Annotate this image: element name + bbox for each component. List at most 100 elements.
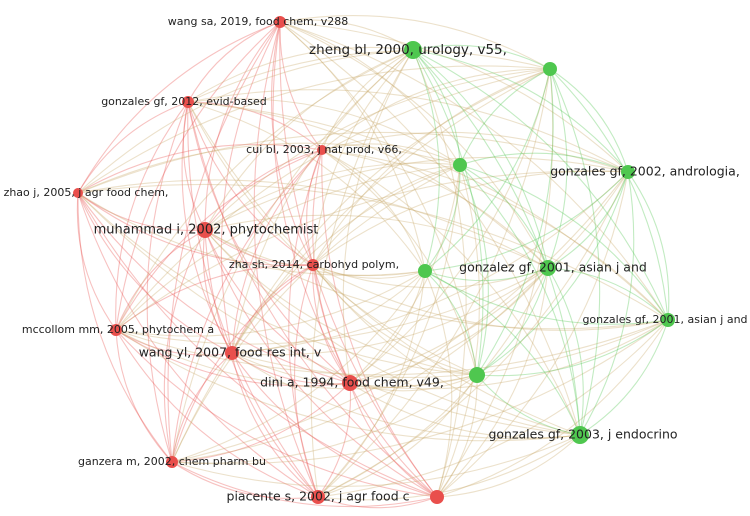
link [204, 21, 281, 231]
link [279, 21, 323, 151]
link [231, 164, 461, 354]
link [342, 49, 414, 384]
labels: wang sa, 2019, food chem, v288 gonzales g… [4, 15, 748, 504]
link [115, 49, 414, 331]
link [77, 101, 189, 194]
link [187, 98, 461, 166]
link [187, 21, 281, 103]
link [115, 319, 669, 376]
link [77, 192, 351, 384]
link [279, 21, 426, 272]
link [321, 149, 669, 321]
link [231, 319, 669, 378]
link [231, 149, 323, 354]
link [231, 264, 314, 354]
link [436, 171, 629, 498]
link [204, 229, 438, 498]
link [77, 183, 669, 321]
link [317, 171, 629, 498]
link [204, 156, 629, 231]
link [171, 382, 351, 463]
link [187, 101, 438, 498]
link [412, 49, 467, 498]
link [77, 65, 551, 194]
link [436, 164, 481, 498]
link [436, 267, 549, 498]
link [115, 68, 551, 331]
link [349, 164, 461, 384]
link [317, 496, 438, 509]
link [424, 267, 549, 282]
link [312, 264, 426, 279]
link [77, 143, 323, 194]
link [310, 49, 414, 498]
link [115, 267, 549, 345]
link [317, 164, 461, 498]
link [412, 44, 551, 70]
link [349, 171, 629, 384]
link [317, 374, 478, 498]
link [549, 68, 629, 173]
node [274, 16, 286, 28]
link [204, 229, 581, 436]
link [77, 192, 426, 276]
link [231, 171, 629, 354]
link [115, 270, 426, 337]
link [187, 101, 669, 321]
link [171, 319, 669, 465]
link [146, 101, 189, 463]
node-label: gonzales gf, 2001, asian j and [582, 313, 747, 326]
link [279, 21, 669, 321]
link [279, 21, 438, 498]
link [77, 192, 319, 498]
link [171, 264, 314, 463]
link [171, 461, 319, 500]
link [288, 149, 323, 498]
link [459, 68, 551, 166]
link [476, 171, 629, 376]
link [187, 46, 414, 103]
link [549, 68, 669, 321]
node-label: muhammad i, 2002, phytochemist [94, 223, 319, 238]
link [77, 21, 281, 194]
link [115, 329, 581, 442]
node-label: ganzera m, 2002, chem pharm bu [78, 455, 266, 468]
link [459, 164, 581, 436]
link [547, 267, 669, 321]
node [540, 260, 556, 276]
node [453, 158, 467, 172]
link [231, 267, 549, 356]
link [231, 352, 438, 498]
link [77, 179, 549, 269]
link [115, 264, 314, 331]
node [311, 490, 325, 504]
link [77, 49, 414, 194]
link [424, 270, 453, 498]
link [182, 101, 206, 231]
link [436, 319, 669, 498]
node [543, 62, 557, 76]
node [225, 346, 239, 360]
link [321, 49, 414, 151]
link [312, 68, 551, 266]
node [418, 264, 432, 278]
link [321, 149, 549, 269]
link [317, 434, 581, 501]
link [306, 149, 323, 266]
link [476, 319, 669, 377]
node [404, 41, 422, 59]
link [231, 352, 351, 385]
link [321, 149, 438, 498]
node-label: zhao j, 2005, j agr food chem, [4, 186, 169, 199]
node [430, 490, 444, 504]
link [163, 229, 206, 463]
link [476, 267, 549, 376]
link [77, 192, 478, 376]
link [279, 19, 414, 51]
link [77, 192, 438, 498]
link [436, 374, 478, 498]
link [115, 164, 461, 331]
link [279, 21, 478, 376]
node [342, 375, 358, 391]
link [279, 21, 461, 166]
